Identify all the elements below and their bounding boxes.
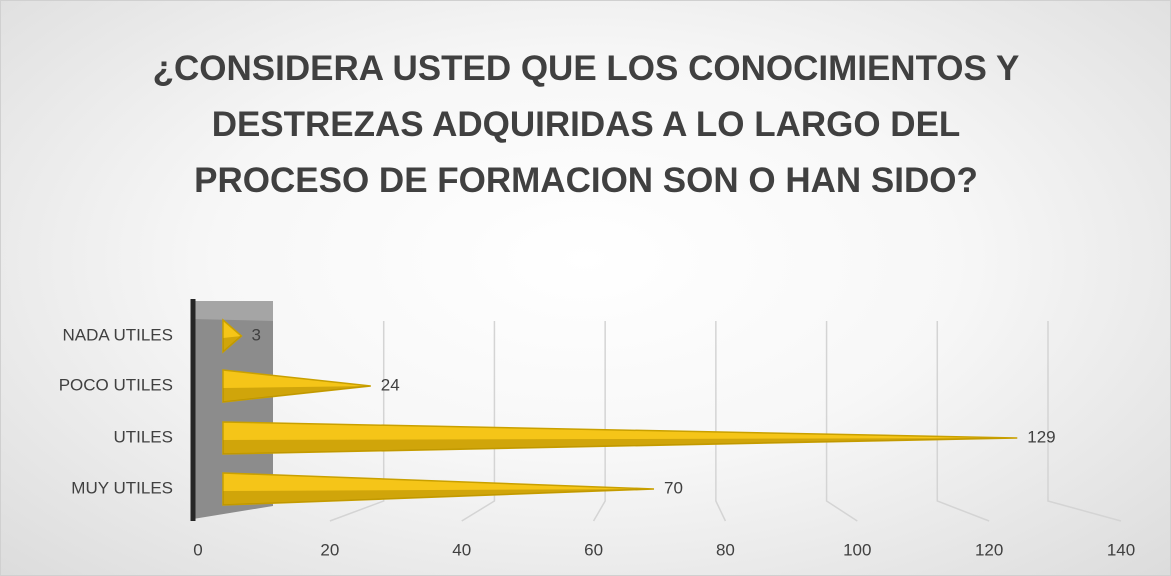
x-tick-label: 120 <box>975 540 1003 559</box>
x-tick-label: 40 <box>452 540 471 559</box>
bar-shade <box>223 489 654 505</box>
y-tick-label: POCO UTILES <box>59 375 173 394</box>
x-tick-label: 100 <box>843 540 871 559</box>
x-tick-label: 60 <box>584 540 603 559</box>
grid-line <box>461 321 496 522</box>
data-label: 24 <box>381 375 400 394</box>
x-tick-label: 140 <box>1107 540 1135 559</box>
bar-shade <box>223 336 242 352</box>
data-label: 3 <box>251 325 260 344</box>
grid-line <box>936 321 990 522</box>
grid-line <box>825 321 858 522</box>
x-tick-label: 0 <box>193 540 202 559</box>
data-label: 129 <box>1027 427 1055 446</box>
grid-line <box>592 321 606 522</box>
y-tick-label: UTILES <box>113 427 173 446</box>
grid-line <box>1047 321 1122 522</box>
data-label: 70 <box>664 478 683 497</box>
side-wall <box>193 301 273 519</box>
y-tick-label: NADA UTILES <box>62 325 173 344</box>
chart-title: ¿CONSIDERA USTED QUE LOS CONOCIMIENTOS Y… <box>152 49 1020 200</box>
x-tick-label: 80 <box>716 540 735 559</box>
y-tick-label: MUY UTILES <box>71 478 173 497</box>
grid-line <box>329 321 385 522</box>
side-wall-top <box>193 301 273 321</box>
bar-shade <box>223 386 371 402</box>
x-tick-label: 20 <box>320 540 339 559</box>
bar-shade <box>223 438 1018 454</box>
grid-line <box>715 321 727 522</box>
